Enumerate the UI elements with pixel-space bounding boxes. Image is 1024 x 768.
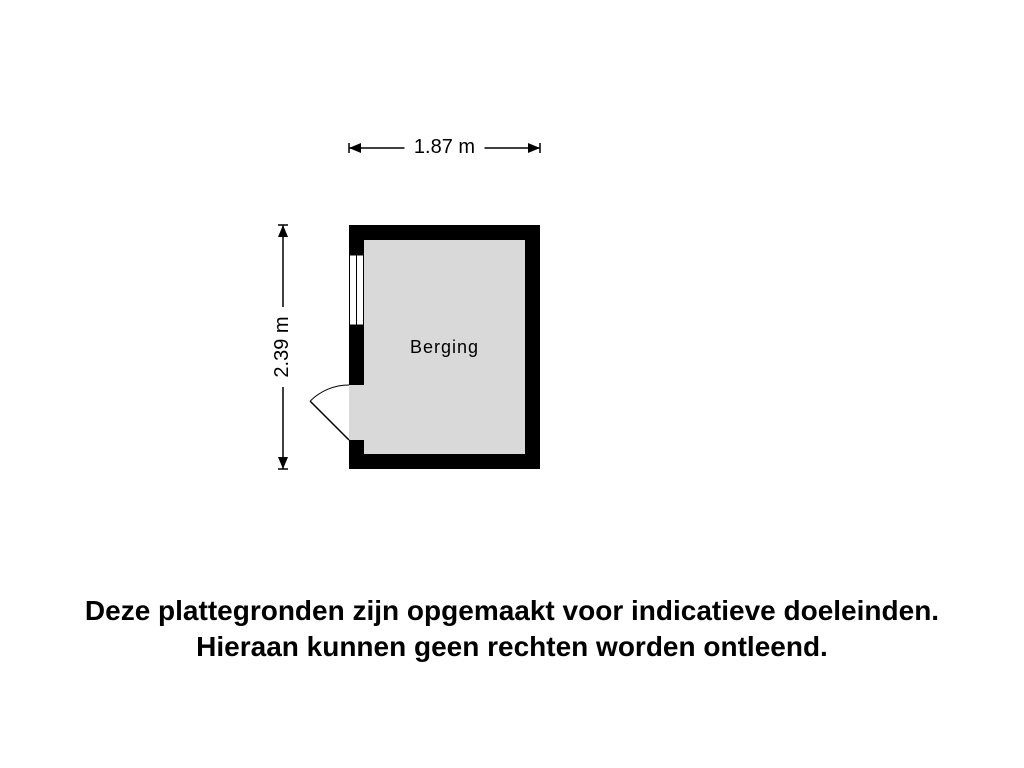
room-label: Berging [364, 337, 525, 358]
dimension-horizontal-label: 1.87 m [395, 136, 495, 159]
disclaimer-line1: Deze plattegronden zijn opgemaakt voor i… [0, 593, 1024, 629]
dimension-vertical-label: 2.39 m [271, 297, 294, 397]
disclaimer-text: Deze plattegronden zijn opgemaakt voor i… [0, 593, 1024, 666]
disclaimer-line2: Hieraan kunnen geen rechten worden ontle… [0, 629, 1024, 665]
floorplan-canvas: 1.87 m 2.39 m Berging Deze plattegronden… [0, 0, 1024, 768]
